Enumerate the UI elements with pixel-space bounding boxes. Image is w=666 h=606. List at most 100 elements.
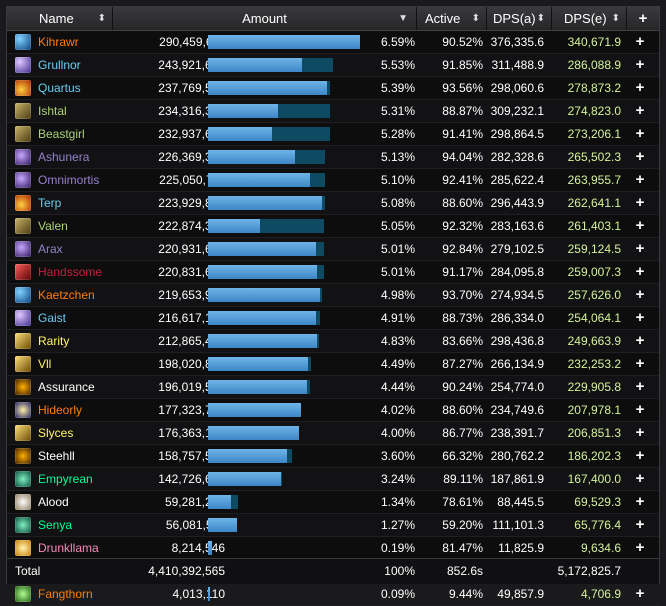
expand-row-plus-icon[interactable]: +: [635, 401, 645, 418]
expand-row-plus-icon[interactable]: +: [635, 263, 645, 280]
sort-updown-icon[interactable]: ⬍: [536, 13, 545, 24]
active-percent: 92.84%: [442, 242, 483, 256]
dps-effective: 69,529.3: [574, 495, 621, 509]
damage-percent: 4.98%: [380, 288, 415, 302]
dps-effective: 206,851.3: [567, 426, 621, 440]
table-row[interactable]: Gaist 216,617,103 4.91% 88.73% 286,334.0 254,…: [7, 307, 659, 330]
dps-active: 279,102.5: [490, 242, 544, 256]
damage-percent: 5.28%: [380, 127, 415, 141]
dps-active: 376,335.6: [490, 35, 544, 49]
table-row[interactable]: Valen 222,874,350 5.05% 92.32% 283,163.6 261,…: [7, 215, 659, 238]
table-row[interactable]: Handssome 220,831,655 5.01% 91.17% 284,095.8…: [7, 261, 659, 284]
dps-active: 298,864.5: [490, 127, 544, 141]
table-row[interactable]: Grullnor 243,921,660 5.53% 91.85% 311,488.9 2…: [7, 54, 659, 77]
dps-effective: 259,007.3: [567, 265, 621, 279]
table-row[interactable]: Fangthorn 4,013,110 0.09% 9.44% 49,857.9 4,70…: [7, 583, 659, 606]
dps-effective: 257,626.0: [567, 288, 621, 302]
expand-row-plus-icon[interactable]: +: [635, 171, 645, 188]
active-column-header[interactable]: Active ⬍: [417, 7, 487, 30]
table-row[interactable]: Beastgirl 232,937,670 5.28% 91.41% 298,864.5…: [7, 123, 659, 146]
damage-bar: [208, 104, 360, 118]
table-row[interactable]: Arax 220,931,651 5.01% 92.84% 279,102.5 259,1…: [7, 238, 659, 261]
expand-row-plus-icon[interactable]: +: [635, 125, 645, 142]
damage-percent: 6.59%: [380, 35, 415, 49]
expand-row-plus-icon[interactable]: +: [635, 148, 645, 165]
expand-row-plus-icon[interactable]: +: [635, 378, 645, 395]
table-row[interactable]: Slyces 176,363,103 4.00% 86.77% 238,391.7 206…: [7, 422, 659, 445]
total-amount: 4,410,392,565: [148, 564, 225, 578]
add-column-plus-icon[interactable]: +: [638, 10, 648, 27]
expand-row-plus-icon[interactable]: +: [635, 539, 645, 556]
player-name: Gaist: [38, 311, 67, 325]
dps-effective: 65,776.4: [574, 518, 621, 532]
damage-percent: 5.01%: [380, 242, 415, 256]
table-row[interactable]: Quartus 237,769,526 5.39% 93.56% 298,060.6 27…: [7, 77, 659, 100]
expand-row-plus-icon[interactable]: +: [635, 286, 645, 303]
table-row[interactable]: Kaetzchen 219,653,971 4.98% 93.70% 274,934.5…: [7, 284, 659, 307]
add-column-header[interactable]: +: [627, 7, 659, 30]
expand-row-plus-icon[interactable]: +: [635, 447, 645, 464]
total-percent: 100%: [384, 564, 415, 578]
damage-percent: 4.83%: [380, 334, 415, 348]
expand-row-plus-icon[interactable]: +: [635, 33, 645, 50]
expand-row-plus-icon[interactable]: +: [635, 79, 645, 96]
table-row[interactable]: Assurance 196,019,531 4.44% 90.24% 254,774.0…: [7, 376, 659, 399]
table-row[interactable]: Senya 56,081,511 1.27% 59.20% 111,101.3 65,77…: [7, 514, 659, 537]
amount-column-header[interactable]: Amount ▼: [113, 7, 417, 30]
sort-updown-icon[interactable]: ⬍: [97, 13, 106, 24]
dps-effective: 207,978.1: [567, 403, 621, 417]
dps-active: 49,857.9: [497, 587, 544, 601]
damage-percent: 5.53%: [380, 58, 415, 72]
sort-descending-icon[interactable]: ▼: [398, 13, 408, 24]
table-row[interactable]: Hideorly 177,323,763 4.02% 88.60% 234,749.6 2…: [7, 399, 659, 422]
expand-row-plus-icon[interactable]: +: [635, 217, 645, 234]
table-row[interactable]: Vll 198,020,899 4.49% 87.27% 266,134.9 232,25…: [7, 353, 659, 376]
expand-row-plus-icon[interactable]: +: [635, 516, 645, 533]
damage-bar-fill: [208, 449, 288, 463]
restoration-druid-icon: [15, 586, 31, 602]
sort-updown-icon[interactable]: ⬍: [611, 13, 620, 24]
expand-row-plus-icon[interactable]: +: [635, 56, 645, 73]
dpse-column-header[interactable]: DPS(e) ⬍: [552, 7, 627, 30]
paladin-icon: [15, 540, 31, 556]
table-row[interactable]: Alood 59,281,225 1.34% 78.61% 88,445.5 69,529…: [7, 491, 659, 514]
expand-row-plus-icon[interactable]: +: [635, 309, 645, 326]
active-percent: 93.70%: [442, 288, 483, 302]
table-row[interactable]: Terp 223,929,861 5.08% 88.60% 296,443.9 262,6…: [7, 192, 659, 215]
expand-row-plus-icon[interactable]: +: [635, 102, 645, 119]
damage-bar-fill: [208, 173, 310, 187]
expand-row-plus-icon[interactable]: +: [635, 585, 645, 602]
table-row[interactable]: Rarity 212,865,430 4.83% 83.66% 298,436.8 249…: [7, 330, 659, 353]
total-dpse: 5,172,825.7: [557, 564, 621, 578]
active-percent: 90.24%: [442, 380, 483, 394]
expand-row-plus-icon[interactable]: +: [635, 470, 645, 487]
name-column-header[interactable]: Name ⬍: [7, 7, 113, 30]
table-row[interactable]: Empyrean 142,726,603 3.24% 89.11% 187,861.9 1…: [7, 468, 659, 491]
table-row[interactable]: Kihrawr 290,459,611 6.59% 90.52% 376,335.6 34…: [7, 31, 659, 54]
active-percent: 87.27%: [442, 357, 483, 371]
table-row[interactable]: Omnimortis 225,050,711 5.10% 92.41% 285,622.…: [7, 169, 659, 192]
dps-active: 280,762.2: [490, 449, 544, 463]
damage-bar-fill: [208, 196, 322, 210]
table-row[interactable]: Steehll 158,757,565 3.60% 66.32% 280,762.2 18…: [7, 445, 659, 468]
expand-row-plus-icon[interactable]: +: [635, 493, 645, 510]
expand-row-plus-icon[interactable]: +: [635, 355, 645, 372]
table-row[interactable]: Ishtal 234,316,303 5.31% 88.87% 309,232.1 274…: [7, 100, 659, 123]
feral-druid-icon: [15, 34, 31, 50]
damage-bar-fill: [208, 219, 260, 233]
table-row[interactable]: Drunkllama 8,214,546 0.19% 81.47% 11,825.9 9,…: [7, 537, 659, 560]
damage-percent: 5.31%: [380, 104, 415, 118]
dpsa-column-header[interactable]: DPS(a) ⬍: [487, 7, 552, 30]
expand-row-plus-icon[interactable]: +: [635, 424, 645, 441]
damage-percent: 4.44%: [380, 380, 415, 394]
damage-percent: 5.08%: [380, 196, 415, 210]
expand-row-plus-icon[interactable]: +: [635, 240, 645, 257]
damage-bar: [208, 288, 360, 302]
player-name: Vll: [38, 357, 52, 371]
rogue-icon: [15, 333, 31, 349]
expand-row-plus-icon[interactable]: +: [635, 194, 645, 211]
expand-row-plus-icon[interactable]: +: [635, 332, 645, 349]
table-row[interactable]: Ashunera 226,369,376 5.13% 94.04% 282,328.6 2…: [7, 146, 659, 169]
damage-bar-fill: [208, 357, 309, 371]
sort-updown-icon[interactable]: ⬍: [471, 13, 480, 24]
